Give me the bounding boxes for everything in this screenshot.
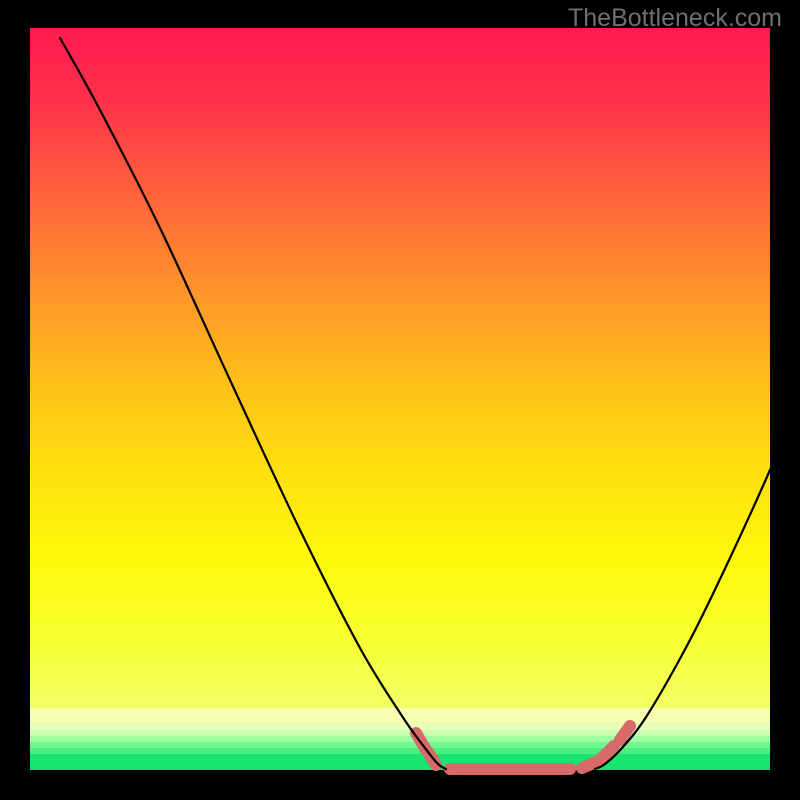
- marker-segment-4: [602, 746, 614, 758]
- right-curve: [595, 398, 800, 769]
- marker-segment-5: [620, 726, 630, 740]
- marker-segment-3: [582, 762, 596, 768]
- marker-group: [416, 726, 630, 769]
- chart-container: { "meta": { "width": 800, "height": 800,…: [0, 0, 800, 800]
- left-curve: [60, 38, 446, 769]
- watermark-text: TheBottleneck.com: [568, 4, 782, 33]
- curve-overlay: [0, 0, 800, 800]
